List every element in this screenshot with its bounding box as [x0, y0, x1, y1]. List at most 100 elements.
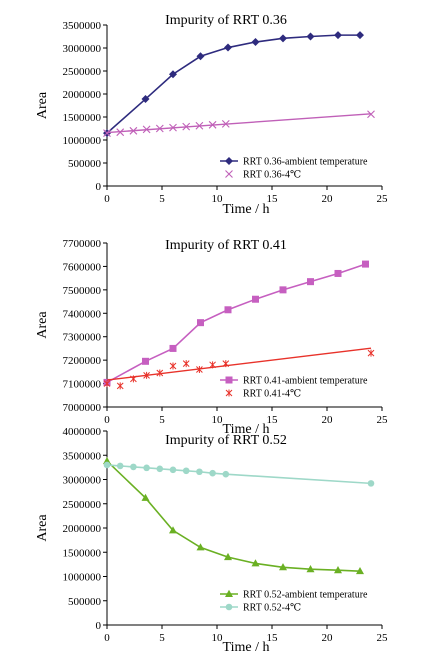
y-tick-label: 3500000 [63, 450, 102, 462]
legend-label: RRT 0.36-4℃ [243, 170, 301, 181]
y-tick-label: 0 [96, 620, 102, 632]
x-tick-label: 10 [212, 193, 224, 205]
data-point [116, 462, 124, 470]
x-axis-label: Time / h [223, 422, 270, 437]
y-axis-label: Area [35, 91, 50, 119]
x-tick-label: 10 [212, 632, 224, 644]
data-point [196, 468, 203, 476]
data-point [169, 362, 177, 370]
data-point [182, 360, 190, 368]
legend-swatch-marker [225, 603, 233, 611]
y-tick-label: 3500000 [63, 20, 102, 32]
data-point [169, 466, 177, 474]
x-tick-label: 25 [377, 632, 389, 644]
y-tick-label: 2500000 [63, 66, 102, 78]
series-2 [103, 461, 375, 487]
data-point [224, 306, 232, 314]
legend: RRT 0.36-ambient temperature RRT 0.36-4℃ [220, 157, 368, 181]
data-point [116, 128, 125, 137]
legend-swatch-marker [225, 589, 233, 597]
data-point [130, 375, 137, 383]
x-tick-label: 20 [322, 632, 334, 644]
y-tick-label: 0 [96, 181, 102, 193]
data-point [130, 463, 137, 471]
chart-panel-3: 0 500000 1000000 1500000 2000000 2500000 30000… [35, 426, 388, 655]
chart-panel-1: 0 500000 1000000 1500000 2000000 2500000 30000… [35, 13, 388, 217]
series-line [106, 34, 360, 134]
data-point [307, 278, 314, 286]
y-tick-label: 7400000 [63, 308, 102, 320]
x-tick-label: 15 [267, 193, 279, 205]
data-point [334, 565, 342, 574]
legend: RRT 0.41-ambient temperature RRT 0.41-4℃ [220, 376, 368, 400]
data-point [334, 31, 342, 40]
x-tick-label: 25 [377, 193, 389, 205]
data-point [116, 382, 124, 390]
data-point [141, 493, 150, 501]
data-point [279, 286, 287, 294]
data-point [103, 129, 111, 137]
data-point [182, 467, 190, 475]
data-point [169, 123, 177, 132]
data-point [129, 126, 138, 135]
x-tick-label: 0 [104, 193, 110, 205]
y-tick-label: 7500000 [63, 285, 102, 297]
y-tick-label: 2000000 [63, 89, 102, 101]
data-point [306, 565, 315, 573]
series-1 [103, 31, 364, 138]
series-2 [103, 347, 375, 390]
x-tick-label: 5 [159, 193, 165, 205]
y-tick-label: 500000 [68, 158, 102, 170]
y-tick-label: 2000000 [63, 523, 102, 535]
y-tick-label: 7700000 [63, 238, 102, 250]
x-tick-label: 25 [377, 414, 389, 426]
legend-label: RRT 0.52-4℃ [243, 603, 301, 614]
data-point [156, 369, 164, 377]
y-axis-label: Area [35, 514, 50, 542]
data-point [169, 526, 177, 534]
data-point [209, 361, 216, 369]
data-point [367, 110, 375, 119]
legend-label: RRT 0.41-ambient temperature [243, 376, 368, 387]
series-1 [103, 456, 364, 575]
data-point [367, 349, 375, 357]
data-point [156, 465, 164, 473]
legend-swatch-marker [225, 376, 233, 384]
data-point [142, 357, 149, 365]
y-tick-label: 7600000 [63, 261, 102, 273]
data-point [141, 95, 150, 104]
chart-panel-2: 7000000 7100000 7200000 7300000 7400000 75000… [35, 238, 388, 437]
trend-line [106, 113, 372, 134]
y-axis-label: Area [35, 311, 50, 339]
y-tick-label: 2500000 [63, 499, 102, 511]
data-point [209, 469, 216, 477]
chart-title: Impurity of RRT 0.52 [165, 433, 287, 448]
legend-swatch-marker [225, 389, 233, 397]
x-tick-label: 15 [267, 632, 279, 644]
y-tick-label: 1500000 [63, 547, 102, 559]
data-point [279, 563, 287, 571]
series-1 [103, 260, 369, 386]
data-point [155, 124, 164, 133]
data-point [367, 480, 375, 487]
legend-label: RRT 0.36-ambient temperature [243, 157, 368, 168]
data-point [143, 371, 150, 379]
y-tick-label: 7100000 [63, 379, 102, 391]
chart-title: Impurity of RRT 0.36 [165, 13, 287, 28]
data-point [279, 34, 287, 43]
data-point [362, 260, 369, 268]
data-point [221, 120, 230, 128]
x-axis-label: Time / h [223, 202, 270, 217]
x-tick-label: 5 [159, 414, 165, 426]
legend-swatch-marker [225, 170, 233, 178]
x-tick-label: 15 [267, 414, 279, 426]
data-point [197, 319, 204, 327]
data-point [142, 125, 151, 134]
x-tick-label: 5 [159, 632, 165, 644]
legend-label: RRT 0.52-ambient temperature [243, 590, 368, 601]
data-point [356, 566, 364, 575]
series-line [106, 460, 361, 572]
data-point [143, 464, 150, 472]
data-point [306, 32, 315, 41]
data-point [169, 70, 177, 79]
